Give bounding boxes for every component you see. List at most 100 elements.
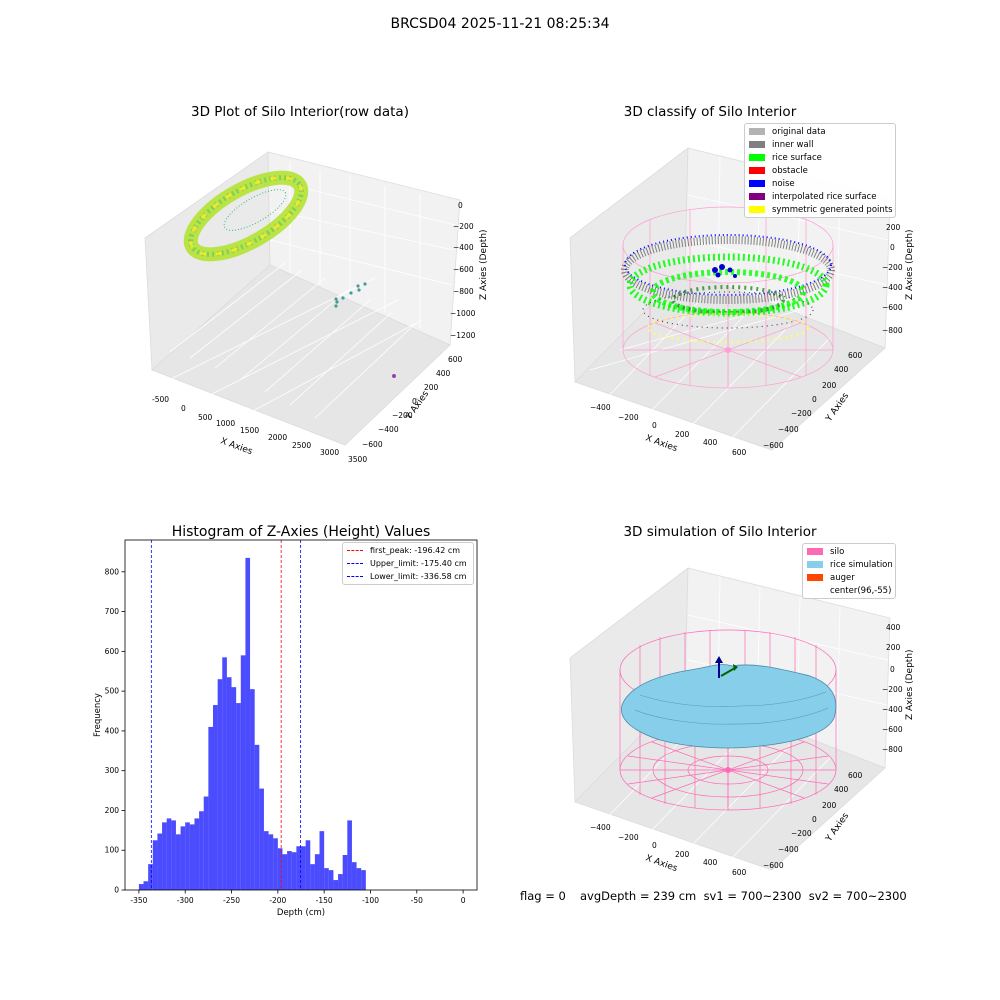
y-tick-label: 0 <box>114 886 119 895</box>
classify-legend-label: inner wall <box>772 139 814 150</box>
sim-legend-label: auger <box>830 572 855 583</box>
figure-title: BRCSD04 2025-11-21 08:25:34 <box>390 16 610 32</box>
svg-text:400: 400 <box>886 623 901 632</box>
svg-text:200: 200 <box>822 801 837 810</box>
svg-text:0: 0 <box>812 815 817 824</box>
raw-outlier-points <box>334 282 396 378</box>
histogram-bar <box>282 854 288 890</box>
classify-legend-label: noise <box>772 178 795 189</box>
svg-text:3500: 3500 <box>348 455 367 464</box>
histogram-bar <box>342 855 348 890</box>
histogram-legend-swatch <box>347 576 363 577</box>
svg-text:400: 400 <box>834 365 849 374</box>
sim-legend-label: rice simulation <box>830 559 893 570</box>
classify-legend-label: obstacle <box>772 165 808 176</box>
svg-text:−200: −200 <box>618 833 639 842</box>
histogram-bar <box>245 557 251 890</box>
svg-text:400: 400 <box>436 369 451 378</box>
svg-text:600: 600 <box>732 868 747 877</box>
svg-text:−400: −400 <box>378 425 399 434</box>
raw-grid <box>164 162 456 419</box>
y-tick-label: 700 <box>105 607 120 616</box>
x-tick-label: -250 <box>223 896 240 905</box>
x-tick-label: -150 <box>316 896 333 905</box>
histogram-bar <box>273 838 278 890</box>
classify-3d-plot: −400 −200 0 200 400 600 X Axies 600 400 200 0… <box>569 147 915 457</box>
histogram-bar <box>277 848 283 890</box>
svg-text:−600: −600 <box>763 441 784 450</box>
classify-legend-swatch <box>749 193 765 200</box>
svg-text:200: 200 <box>886 643 901 652</box>
histogram-bar <box>208 726 213 890</box>
sim-legend-label: silo <box>830 546 845 557</box>
svg-text:600: 600 <box>848 771 863 780</box>
histogram-bar <box>319 831 325 890</box>
svg-text:−600: −600 <box>362 440 383 449</box>
classify-wall-points <box>621 234 835 344</box>
histogram-bar <box>361 870 366 890</box>
svg-text:−400: −400 <box>590 403 611 412</box>
histogram-bar <box>305 840 311 890</box>
histogram-bar <box>338 874 343 890</box>
histogram-bar <box>268 834 274 890</box>
svg-text:400: 400 <box>703 858 718 867</box>
histogram-bar <box>194 818 200 890</box>
svg-text:400: 400 <box>834 785 849 794</box>
x-tick-label: -200 <box>269 896 286 905</box>
svg-text:−200: −200 <box>882 685 903 694</box>
panel-sim-title: 3D simulation of Silo Interior <box>623 524 817 540</box>
svg-text:−1200: −1200 <box>450 331 476 340</box>
sim-legend-item: center(96,-55) <box>803 584 895 597</box>
svg-text:0: 0 <box>181 404 186 413</box>
y-tick-label: 600 <box>105 647 120 656</box>
svg-text:2000: 2000 <box>268 433 287 442</box>
sim-legend: silo rice simulation auger center(96,-55) <box>802 543 896 599</box>
svg-text:1000: 1000 <box>216 419 235 428</box>
svg-text:200: 200 <box>424 383 439 392</box>
classify-legend-item: symmetric generated points <box>745 203 895 216</box>
footer-stats: avgDepth = 239 cm sv1 = 700~2300 sv2 = 7… <box>580 889 907 903</box>
y-tick-label: 800 <box>105 567 120 576</box>
y-tick-label: 400 <box>105 726 120 735</box>
sim-legend-item: auger <box>803 571 895 584</box>
classify-legend-label: interpolated rice surface <box>772 191 877 202</box>
histogram-bar <box>175 834 181 890</box>
svg-text:−800: −800 <box>882 745 903 754</box>
y-tick-label: 500 <box>105 687 120 696</box>
sim-legend-item: rice simulation <box>803 558 895 571</box>
svg-text:−400: −400 <box>453 243 474 252</box>
histogram-bar <box>240 655 246 890</box>
histogram-bar <box>347 820 352 890</box>
panel-raw-title: 3D Plot of Silo Interior(row data) <box>191 104 409 120</box>
panel-simulation-3d: 3D simulation of Silo Interior <box>560 520 960 890</box>
svg-text:−200: −200 <box>618 413 639 422</box>
histogram-legend-item: Upper_limit: -175.40 cm <box>343 557 473 570</box>
histogram-xlabel: Depth (cm) <box>277 908 325 918</box>
svg-text:−600: −600 <box>882 303 903 312</box>
classify-legend-swatch <box>749 167 765 174</box>
svg-text:600: 600 <box>732 448 747 457</box>
classify-zlabel: Z Axies (Depth) <box>905 229 915 300</box>
raw-zlabel: Z Axies (Depth) <box>479 229 489 300</box>
svg-text:−1000: −1000 <box>450 309 476 318</box>
histogram-title: Histogram of Z-Axies (Height) Values <box>171 524 431 540</box>
panel-histogram: Histogram of Z-Axies (Height) Values -35… <box>90 520 490 920</box>
classify-legend-label: symmetric generated points <box>772 204 893 215</box>
x-tick-label: -300 <box>177 896 194 905</box>
svg-text:200: 200 <box>886 223 901 232</box>
classify-noise-cluster <box>712 264 737 353</box>
histogram-bar <box>226 677 232 890</box>
svg-text:−200: −200 <box>791 829 812 838</box>
svg-text:−600: −600 <box>453 265 474 274</box>
histogram-bar <box>222 657 227 890</box>
histogram-bar <box>301 846 306 890</box>
histogram-legend-item: first_peak: -196.42 cm <box>343 544 473 557</box>
classify-legend-item: noise <box>745 177 895 190</box>
svg-text:−200: −200 <box>453 222 474 231</box>
svg-text:0: 0 <box>652 421 657 430</box>
histogram-legend-label: Upper_limit: -175.40 cm <box>370 559 467 568</box>
y-tick-label: 200 <box>105 806 120 815</box>
histogram-bar <box>138 884 144 890</box>
histogram-bar <box>199 811 204 890</box>
